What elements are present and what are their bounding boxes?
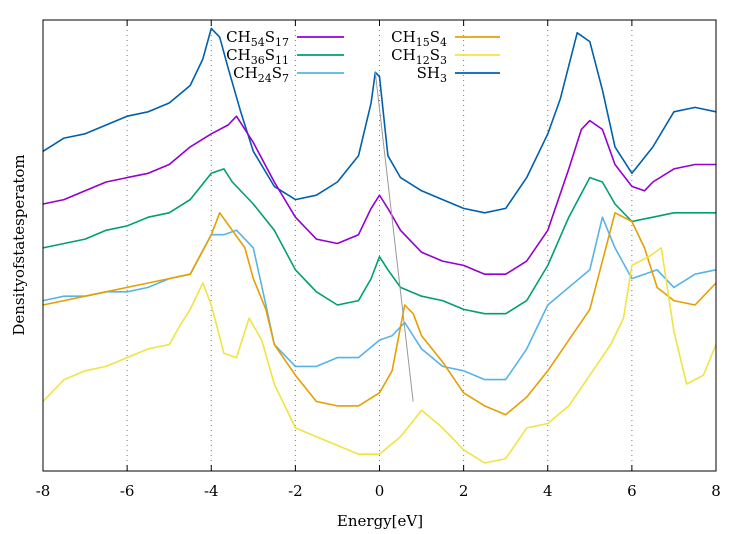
peak-connector-annotation: [374, 72, 414, 402]
x-tick-label: 8: [711, 482, 721, 500]
series-line-ch36s11: [42, 168, 716, 315]
x-axis-label: Energy[eV]: [337, 512, 423, 530]
series-line-ch12s3: [42, 247, 717, 464]
legend-label-ch54s17: CH54S17: [226, 28, 289, 49]
x-tick-label: -2: [288, 482, 303, 500]
x-tick-label: -8: [36, 482, 51, 500]
x-tick-label: 6: [627, 482, 637, 500]
x-tick-label: -4: [204, 482, 219, 500]
legend-label-ch24s7: CH24S7: [233, 64, 289, 85]
legend-label-ch12s3: CH12S3: [391, 46, 447, 67]
x-tick-label: 4: [543, 482, 553, 500]
x-tick-label: -6: [120, 482, 135, 500]
x-tick-label: 2: [459, 482, 469, 500]
vertical-gridlines: [126, 20, 633, 471]
legend-label-ch36s11: CH36S11: [226, 46, 289, 67]
y-axis-label: Densityofstatesperatom: [10, 154, 28, 335]
x-tick-label: 0: [375, 482, 385, 500]
series-lines: [42, 27, 717, 464]
x-axis-ticks: -8 -6 -4 -2 0 2 4 6 8: [36, 20, 721, 500]
series-line-ch15s4: [42, 212, 717, 416]
series-line-ch54s17: [42, 115, 716, 275]
legend-label-sh3: SH3: [417, 64, 447, 85]
legend-label-ch15s4: CH15S4: [391, 28, 447, 49]
